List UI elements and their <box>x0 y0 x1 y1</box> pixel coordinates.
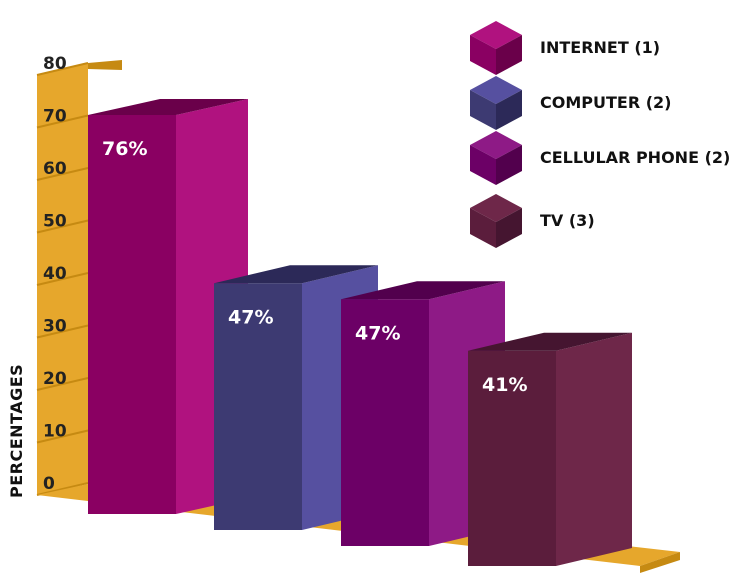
y-tick-label: 80 <box>43 54 67 74</box>
y-tick-line <box>36 62 89 76</box>
cube-right <box>496 145 522 185</box>
bar-data-label: 76% <box>102 138 147 160</box>
bar-side-face <box>556 332 632 566</box>
y-tick-label: 40 <box>43 264 67 284</box>
legend-label: CELLULAR PHONE (2) <box>540 148 730 167</box>
legend: INTERNET (1) COMPUTER (2) CELLULAR PHONE (… <box>470 21 730 248</box>
cube-right <box>496 90 522 130</box>
cube-left <box>470 35 496 75</box>
y-tick-line <box>36 377 89 391</box>
bar-front-face <box>468 350 556 566</box>
bar-1: 76% <box>88 99 248 514</box>
bar-data-label: 41% <box>482 374 527 396</box>
legend-label: INTERNET (1) <box>540 38 660 57</box>
legend-cube-icon <box>470 21 522 75</box>
legend-item-3: CELLULAR PHONE (2) <box>470 131 730 185</box>
bar-top-face <box>88 99 248 115</box>
bar-top-face <box>214 265 378 284</box>
bar-top-face <box>468 332 632 351</box>
floor-edge <box>640 552 680 573</box>
bars: 76% 47% 47% 41% <box>88 99 632 566</box>
y-tick-line <box>36 324 89 339</box>
y-tick-line <box>36 272 89 286</box>
y-tick-label: 30 <box>43 317 67 337</box>
y-axis-label: PERCENTAGES <box>7 364 26 498</box>
bar-front-face <box>88 115 176 514</box>
bar-front-face <box>341 299 429 546</box>
y-tick-label: 20 <box>43 369 67 389</box>
cube-left <box>470 145 496 185</box>
y-tick-line <box>36 167 89 181</box>
legend-label: TV (3) <box>540 211 595 230</box>
legend-cube-icon <box>470 76 522 130</box>
legend-item-1: INTERNET (1) <box>470 21 660 75</box>
legend-item-2: COMPUTER (2) <box>470 76 671 130</box>
y-axis-top-edge <box>88 60 122 70</box>
y-tick-line <box>36 429 89 444</box>
y-tick-label: 0 <box>43 474 55 494</box>
y-tick-label: 70 <box>43 107 67 127</box>
bar-4: 41% <box>468 332 632 566</box>
y-tick-label: 50 <box>43 212 67 232</box>
y-tick-label: 10 <box>43 422 67 442</box>
y-tick-line <box>36 482 89 496</box>
legend-cube-icon <box>470 194 522 248</box>
y-tick-label: 60 <box>43 159 67 179</box>
cube-left <box>470 208 496 248</box>
legend-item-4: TV (3) <box>470 194 595 248</box>
y-tick-labels: 0 10 20 30 40 50 60 70 80 <box>43 54 67 494</box>
bar-data-label: 47% <box>355 322 400 344</box>
y-tick-line <box>36 114 89 129</box>
y-axis-wall <box>36 60 122 496</box>
bar-data-label: 47% <box>228 306 273 328</box>
legend-label: COMPUTER (2) <box>540 93 671 112</box>
cube-right <box>496 208 522 248</box>
bar-front-face <box>214 283 302 530</box>
cube-right <box>496 35 522 75</box>
y-tick-line <box>36 219 89 234</box>
bar-top-face <box>341 281 505 300</box>
cube-left <box>470 90 496 130</box>
legend-cube-icon <box>470 131 522 185</box>
